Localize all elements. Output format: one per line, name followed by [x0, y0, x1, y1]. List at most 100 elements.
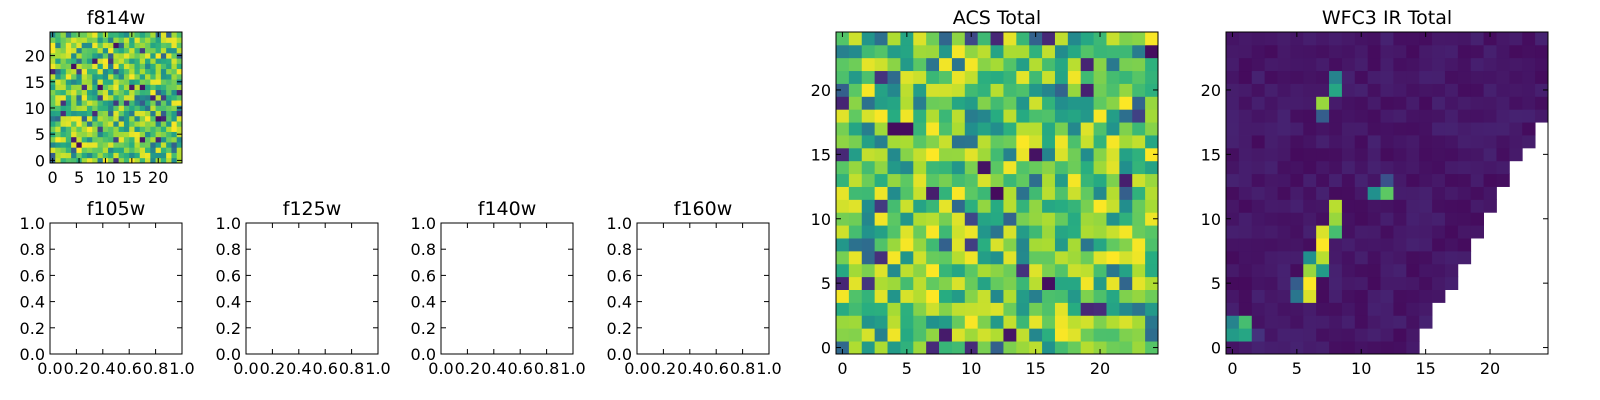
heatmap-cell [848, 225, 863, 239]
heatmap-cell [81, 121, 88, 127]
heatmap-cell [1251, 212, 1266, 226]
heatmap-cell [1277, 250, 1291, 265]
heatmap-cell [1432, 57, 1446, 72]
heatmap-cell [900, 186, 914, 200]
heatmap-cell [71, 32, 77, 38]
heatmap-cell [990, 96, 1004, 110]
heatmap-cell [1003, 44, 1017, 59]
heatmap-cell [1106, 315, 1120, 329]
heatmap-cell [1264, 147, 1278, 162]
heatmap-cell [1016, 315, 1030, 329]
heatmap-cell [1264, 341, 1278, 355]
heatmap-cell [1457, 173, 1472, 187]
heatmap-cell [1393, 199, 1407, 213]
heatmap-cell [108, 157, 114, 164]
heatmap-cell [1042, 135, 1056, 149]
heatmap-cell [155, 58, 162, 64]
heatmap-cell [76, 121, 83, 127]
x-tick-label: 0.0 [37, 359, 62, 378]
heatmap-cell [1329, 70, 1343, 84]
heatmap-cell [1080, 32, 1094, 46]
heatmap-cell [1093, 173, 1107, 187]
heatmap-cell [102, 84, 109, 91]
heatmap-cell [1264, 83, 1278, 97]
heatmap-cell [1093, 96, 1107, 110]
heatmap-cell [1132, 173, 1146, 187]
heatmap-cell [1380, 276, 1394, 290]
heatmap-cell [113, 136, 120, 143]
heatmap-cell [1329, 302, 1343, 316]
heatmap-cell [1067, 122, 1082, 136]
heatmap-cell [134, 73, 141, 80]
heatmap-cell [1119, 83, 1133, 97]
heatmap-cell [874, 135, 888, 149]
heatmap-cell [1329, 135, 1343, 149]
heatmap-cell [76, 47, 83, 54]
chart-title: f160w [674, 198, 733, 220]
x-tick-label: 0.8 [730, 359, 755, 378]
heatmap-cell [1132, 147, 1146, 162]
chart-title: f140w [478, 198, 537, 220]
heatmap-cell [76, 147, 83, 153]
heatmap-cell [76, 110, 83, 117]
heatmap-cell [861, 328, 876, 342]
heatmap-cell [1496, 135, 1510, 149]
heatmap-cell [1535, 57, 1549, 72]
heatmap-cell [1145, 160, 1159, 175]
heatmap-cell [1432, 263, 1446, 278]
heatmap-cell [1290, 83, 1304, 97]
heatmap-cell [977, 302, 991, 316]
heatmap-cell [913, 96, 927, 110]
heatmap-cell [874, 160, 888, 175]
heatmap-cell [1303, 122, 1317, 136]
heatmap-cell [1029, 186, 1043, 200]
heatmap-cell [861, 44, 876, 59]
heatmap-cell [964, 160, 979, 175]
heatmap-cell [145, 42, 151, 49]
heatmap-cell [964, 328, 979, 342]
heatmap-cell [1535, 70, 1549, 84]
heatmap-cell [1483, 173, 1497, 187]
heatmap-cell [1303, 199, 1317, 213]
x-tick-label: 10 [1351, 359, 1371, 378]
heatmap-cell [1393, 44, 1407, 59]
heatmap-cell [900, 147, 914, 162]
heatmap-cell [113, 63, 120, 70]
heatmap-cell [951, 263, 966, 278]
heatmap-cell [1303, 135, 1317, 149]
heatmap-cell [97, 32, 104, 38]
heatmap-cell [913, 44, 927, 59]
heatmap-cell [1354, 199, 1369, 213]
heatmap-cell [1029, 122, 1043, 136]
heatmap-cell [926, 96, 940, 110]
heatmap-cell [913, 225, 927, 239]
heatmap-cell [1522, 57, 1536, 72]
heatmap-cell [1029, 32, 1043, 46]
heatmap-cell [1303, 83, 1317, 97]
heatmap-cell [1380, 186, 1394, 200]
heatmap-cell [1393, 328, 1407, 342]
heatmap-cell [1080, 96, 1094, 110]
heatmap-cell [171, 37, 178, 43]
heatmap-cell [1264, 199, 1278, 213]
heatmap-cell [1354, 186, 1369, 200]
heatmap-cell [836, 199, 850, 213]
heatmap-cell [900, 70, 914, 84]
heatmap-cell [171, 89, 178, 96]
heatmap-cell [123, 89, 130, 96]
heatmap-cell [166, 152, 172, 159]
heatmap-cell [1277, 263, 1291, 278]
heatmap-cell [1003, 212, 1017, 226]
heatmap-cell [1226, 212, 1240, 226]
heatmap-cell [1329, 238, 1343, 252]
heatmap-cell [1290, 57, 1304, 72]
heatmap-cell [1264, 289, 1278, 303]
heatmap-cell [108, 126, 114, 132]
heatmap-cell [1042, 96, 1056, 110]
heatmap-cell [1329, 173, 1343, 187]
heatmap-cell [160, 147, 167, 153]
heatmap-cell [145, 32, 151, 38]
heatmap-cell [86, 37, 93, 43]
heatmap-cell [65, 68, 72, 75]
heatmap-cell [900, 289, 914, 303]
